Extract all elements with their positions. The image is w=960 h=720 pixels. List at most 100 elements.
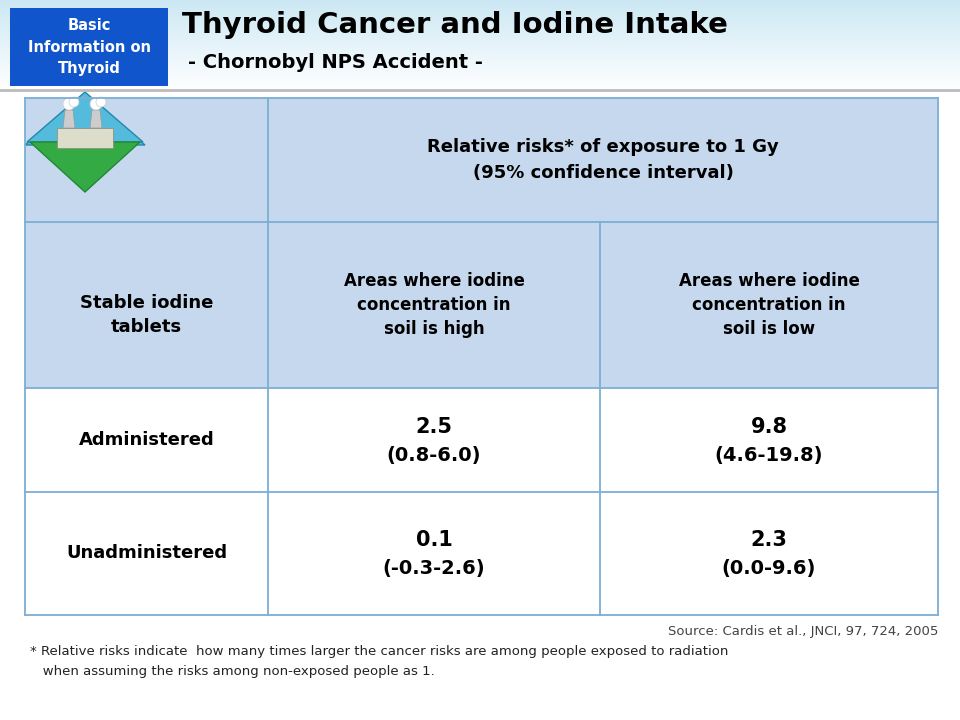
Bar [0,65,960,66]
Circle shape [63,98,75,110]
Text: (4.6-19.8): (4.6-19.8) [715,446,824,464]
Bar [0,38,960,39]
Bar [0,81,960,82]
Bar [0,82,960,83]
Bar [0,68,960,69]
Bar [0,54,960,55]
Bar [600,492,938,615]
Bar [600,222,938,388]
Bar [0,49,960,50]
Bar [0,39,960,40]
Text: 2.5: 2.5 [416,417,452,437]
Polygon shape [30,142,140,192]
Bar [0,48,960,49]
Text: 9.8: 9.8 [751,417,787,437]
Bar [0,66,960,67]
Bar [0,3,960,4]
Bar [0,12,960,13]
Bar [25,98,268,388]
Bar [0,87,960,88]
Bar [0,21,960,22]
Bar [0,5,960,6]
Bar [0,1,960,2]
Text: when assuming the risks among non-exposed people as 1.: when assuming the risks among non-expose… [30,665,435,678]
Bar [0,75,960,76]
Bar [0,22,960,23]
Bar [0,42,960,43]
Bar [0,6,960,7]
Bar [0,8,960,9]
Bar [0,14,960,15]
Bar [10,8,168,86]
Bar [0,13,960,14]
Bar [0,71,960,72]
Bar [0,18,960,19]
Bar [0,29,960,30]
Circle shape [96,97,106,107]
Bar [0,15,960,16]
Text: (0.8-6.0): (0.8-6.0) [387,446,481,464]
Bar [0,63,960,64]
Circle shape [90,98,102,110]
Bar [0,78,960,79]
Text: Source: Cardis et al., JNCI, 97, 724, 2005: Source: Cardis et al., JNCI, 97, 724, 20… [667,625,938,638]
Bar [0,85,960,86]
Bar [600,388,938,492]
Bar [0,60,960,61]
Bar [0,76,960,77]
Bar [0,27,960,28]
Text: - Chornobyl NPS Accident -: - Chornobyl NPS Accident - [188,53,483,71]
Bar [0,51,960,52]
Text: Thyroid Cancer and Iodine Intake: Thyroid Cancer and Iodine Intake [182,11,728,39]
Bar [0,88,960,89]
Bar [268,98,938,222]
Bar [0,7,960,8]
Bar [0,9,960,10]
Bar [0,89,960,90]
Text: 0.1: 0.1 [416,531,452,551]
Bar [0,52,960,53]
Bar [0,86,960,87]
Bar [0,44,960,45]
Text: Areas where iodine
concentration in
soil is low: Areas where iodine concentration in soil… [679,272,859,338]
Bar [268,492,600,615]
Bar [0,17,960,18]
Bar [0,0,960,1]
Text: Administered: Administered [79,431,214,449]
Bar [0,10,960,11]
Bar [0,64,960,65]
Bar [0,58,960,59]
Bar [0,56,960,57]
Bar [0,79,960,80]
Bar [0,33,960,34]
Bar [0,40,960,41]
Bar [25,388,268,615]
Text: Stable iodine
tablets: Stable iodine tablets [80,294,213,336]
Text: Relative risks* of exposure to 1 Gy
(95% confidence interval): Relative risks* of exposure to 1 Gy (95%… [427,138,779,181]
Bar [0,25,960,26]
Bar [268,388,600,492]
Bar [0,35,960,36]
Text: * Relative risks indicate  how many times larger the cancer risks are among peop: * Relative risks indicate how many times… [30,645,729,658]
Bar [0,20,960,21]
Text: Areas where iodine
concentration in
soil is high: Areas where iodine concentration in soil… [344,272,524,338]
Bar [0,61,960,62]
Bar [0,28,960,29]
Bar [0,34,960,35]
Bar [0,41,960,42]
Polygon shape [25,95,145,145]
Polygon shape [90,110,102,128]
Bar [0,26,960,27]
Text: (-0.3-2.6): (-0.3-2.6) [383,559,486,578]
Bar [0,73,960,74]
Bar [0,67,960,68]
Bar [0,2,960,3]
Bar [0,69,960,70]
Polygon shape [27,92,143,142]
Bar [0,24,960,25]
Bar [0,31,960,32]
Bar [0,59,960,60]
Bar [0,50,960,51]
Bar [0,30,960,31]
Bar [0,46,960,47]
